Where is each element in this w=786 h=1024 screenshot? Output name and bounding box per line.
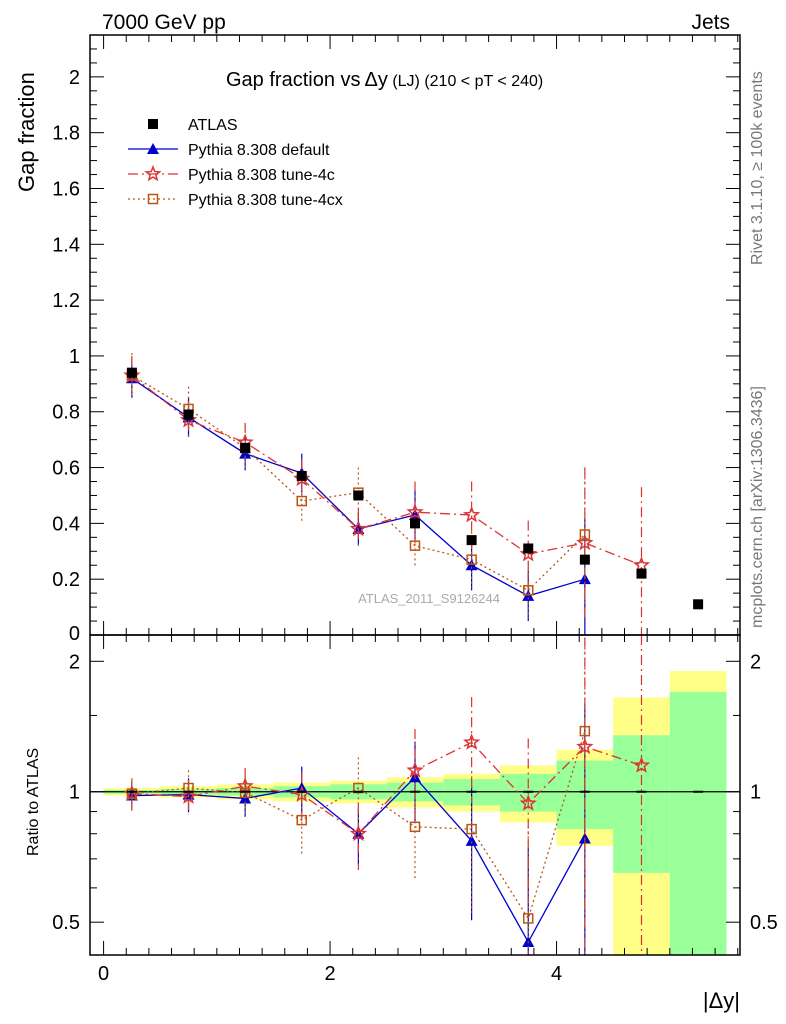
- mcplots-label: mcplots.cern.ch [arXiv:1306.3436]: [749, 386, 766, 628]
- data-point: [353, 490, 364, 501]
- chart-title-main: Gap fraction vs: [226, 69, 361, 91]
- data-point: [693, 599, 704, 610]
- series-line: [131, 374, 642, 566]
- ratio-point: [349, 824, 368, 842]
- ratio-y-tick-label-right: 1: [750, 782, 761, 804]
- legend: ATLAS Pythia 8.308 default Pythia 8.308 tu…: [128, 117, 343, 209]
- main-panel-series: [123, 353, 704, 635]
- y-tick-label: 1.2: [52, 290, 80, 312]
- series-line: [131, 377, 586, 597]
- data-point: [126, 367, 137, 378]
- data-point: [296, 470, 307, 481]
- y-tick-label: 1.8: [52, 123, 80, 145]
- ratio-panel-series: [123, 635, 704, 955]
- data-point: [183, 409, 194, 420]
- data-point: [466, 554, 477, 565]
- data-point: [293, 469, 311, 487]
- series-atlas: [126, 367, 704, 610]
- y-axis-label: Gap fraction: [14, 72, 39, 192]
- ratio-point: [465, 834, 478, 846]
- data-point: [410, 518, 420, 529]
- data-point: [632, 556, 651, 573]
- ratio-point: [522, 913, 534, 924]
- header-right: Jets: [691, 11, 730, 34]
- data-point: [406, 503, 424, 520]
- data-point: [579, 554, 590, 565]
- data-point: [579, 529, 591, 540]
- analysis-tag: ATLAS_2011_S9126244: [358, 591, 500, 606]
- legend-marker: [144, 164, 162, 182]
- ratio-series-star: [123, 635, 651, 955]
- data-point: [462, 505, 481, 523]
- y-tick-label: 2: [69, 67, 80, 89]
- ratio-series-square: [126, 637, 591, 955]
- ratio-point: [576, 737, 594, 755]
- data-point: [240, 443, 251, 454]
- ratio-point: [466, 823, 477, 835]
- data-point: [519, 544, 537, 562]
- legend-marker: [147, 193, 159, 205]
- legend-entry: ATLAS: [148, 117, 238, 134]
- ratio-y-tick-label: 0.5: [52, 912, 80, 934]
- series-square: [126, 353, 591, 619]
- y-tick-label-zero: 0: [69, 623, 80, 645]
- x-tick-label: 2: [325, 963, 336, 985]
- ratio-y-tick-label-right: 0.5: [750, 912, 778, 934]
- x-tick-label: 4: [551, 963, 562, 985]
- ratio-point: [409, 821, 421, 833]
- ratio-point: [632, 756, 651, 773]
- x-tick-label: 0: [98, 963, 109, 985]
- ratio-y-axis-label: Ratio to ATLAS: [25, 748, 42, 856]
- ratio-point: [296, 814, 308, 826]
- ratio-band-stat: [669, 691, 727, 955]
- rivet-version-label: Rivet 3.1.10, ≥ 100k events: [749, 71, 766, 265]
- legend-label: Pythia 8.308 tune-4c: [188, 167, 335, 184]
- data-point: [409, 540, 421, 551]
- data-point: [576, 533, 594, 551]
- chart-title-suffix: (LJ) (210 < pT < 240): [388, 73, 543, 90]
- ratio-y-tick-label-right: 2: [750, 651, 761, 673]
- data-point: [636, 568, 647, 579]
- y-tick-label: 0.4: [52, 513, 80, 535]
- y-tick-label: 1.4: [52, 234, 80, 256]
- data-point: [522, 585, 534, 596]
- ratio-panel-frame: [89, 634, 741, 956]
- chart-title: Gap fraction vs Δy (LJ) (210 < pT < 240): [226, 69, 543, 91]
- x-axis-label: |Δy|: [703, 988, 740, 1013]
- ratio-point: [236, 777, 254, 794]
- legend-marker: [147, 143, 159, 154]
- chart-title-delta: Δy: [365, 69, 388, 91]
- data-point: [466, 535, 477, 546]
- data-point: [296, 495, 308, 507]
- ratio-point: [406, 761, 424, 778]
- legend-entry: Pythia 8.308 tune-4c: [128, 164, 335, 184]
- ratio-line: [131, 741, 642, 835]
- y-tick-label: 0.6: [52, 458, 80, 480]
- data-point: [349, 519, 368, 537]
- ratio-point: [579, 725, 591, 737]
- legend-label: ATLAS: [188, 117, 238, 134]
- legend-entry: Pythia 8.308 tune-4cx: [128, 192, 343, 209]
- legend-label: Pythia 8.308 default: [188, 142, 330, 159]
- header-left: 7000 GeV pp: [102, 11, 226, 34]
- legend-label: Pythia 8.308 tune-4cx: [188, 192, 343, 209]
- ratio-point: [519, 794, 537, 811]
- y-tick-label: 0.8: [52, 402, 80, 424]
- data-point: [523, 543, 534, 554]
- y-tick-label: 0.2: [52, 569, 80, 591]
- ratio-point: [179, 787, 198, 804]
- ratio-point: [126, 788, 138, 799]
- y-tick-label: 1.6: [52, 178, 80, 200]
- legend-marker: [148, 119, 158, 129]
- ratio-point: [462, 733, 481, 750]
- axes: 0 2 4 0.2 0.4 0.6 0.8 1 1.2 1.4 1.6 1.8 2 0 0.5 0.5 1 1 2 2: [52, 35, 778, 985]
- legend-entry: Pythia 8.308 default: [128, 142, 330, 159]
- ratio-y-tick-label: 1: [69, 782, 80, 804]
- ratio-y-tick-label: 2: [69, 651, 80, 673]
- y-tick-label: 1: [69, 346, 80, 368]
